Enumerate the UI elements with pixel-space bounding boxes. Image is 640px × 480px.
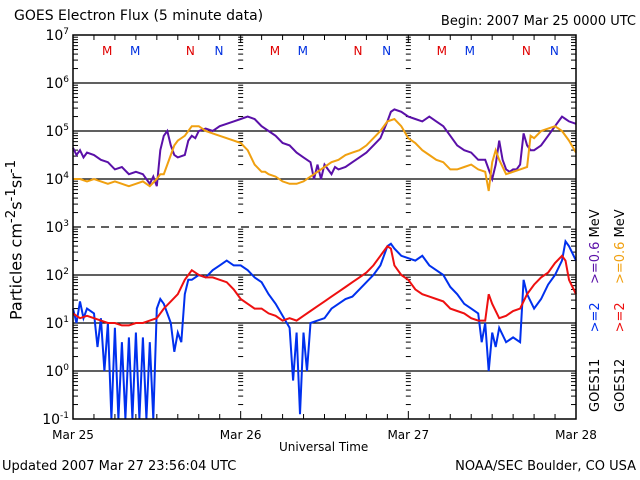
- legend-goes12-low: >=0.6: [613, 241, 628, 285]
- legend-goes12-unit: MeV: [613, 209, 628, 238]
- y-tick-label: 100: [45, 363, 69, 380]
- begin-time: Begin: 2007 Mar 25 0000 UTC: [440, 14, 636, 29]
- legend-goes12: GOES12 >=2 >=0.6 MeV: [613, 209, 628, 412]
- y-tick-label: 107: [45, 27, 69, 44]
- y-tick-label: 104: [45, 171, 69, 188]
- x-tick-label: Mar 28: [555, 428, 597, 442]
- y-tick-label: 102: [45, 267, 69, 284]
- series-line-1: [73, 117, 577, 192]
- legend-goes11-name: GOES11: [588, 358, 603, 412]
- orbit-marker-M: M: [465, 44, 475, 58]
- orbit-marker-N: N: [382, 44, 391, 58]
- orbit-marker-N: N: [550, 44, 559, 58]
- y-tick-label: 10-1: [42, 411, 69, 428]
- chart-title: GOES Electron Flux (5 minute data): [14, 8, 264, 24]
- orbit-marker-M: M: [130, 44, 140, 58]
- x-tick-label: Mar 27: [387, 428, 429, 442]
- series-line-2: [72, 238, 577, 420]
- updated-timestamp: Updated 2007 Mar 27 23:56:04 UTC: [2, 459, 237, 474]
- orbit-marker-M: M: [102, 44, 112, 58]
- credit-text: NOAA/SEC Boulder, CO USA: [455, 459, 636, 474]
- legend-goes11-high: >=2: [588, 302, 603, 333]
- x-tick-label: Mar 25: [52, 428, 94, 442]
- y-tick-label: 106: [45, 75, 69, 92]
- series-line-3: [72, 244, 577, 327]
- orbit-marker-M: M: [437, 44, 447, 58]
- orbit-marker-N: N: [354, 44, 363, 58]
- orbit-marker-N: N: [186, 44, 195, 58]
- legend-goes12-high: >=2: [613, 302, 628, 333]
- y-tick-label: 101: [45, 315, 69, 332]
- x-tick-label: Mar 26: [220, 428, 262, 442]
- legend-goes11-low: >=0.6: [588, 241, 603, 285]
- orbit-marker-M: M: [270, 44, 280, 58]
- legend-goes11-unit: MeV: [588, 209, 603, 238]
- plot-frame: [72, 34, 577, 420]
- orbit-marker-N: N: [215, 44, 224, 58]
- series-line-0: [72, 108, 577, 187]
- y-tick-label: 103: [45, 219, 69, 236]
- orbit-marker-M: M: [298, 44, 308, 58]
- y-tick-label: 105: [45, 123, 69, 140]
- orbit-marker-N: N: [522, 44, 531, 58]
- legend-goes12-name: GOES12: [613, 358, 628, 412]
- legend-goes11: GOES11 >=2 >=0.6 MeV: [588, 209, 603, 412]
- x-axis-label: Universal Time: [279, 440, 369, 454]
